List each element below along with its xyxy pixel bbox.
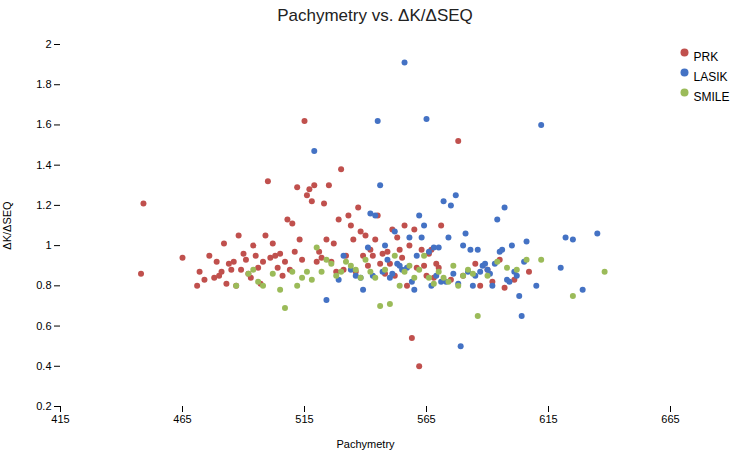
svg-text:0.2: 0.2	[36, 400, 51, 412]
svg-text:0.6: 0.6	[36, 320, 51, 332]
svg-text:0.8: 0.8	[36, 279, 51, 291]
svg-text:1.6: 1.6	[36, 118, 51, 130]
svg-text:565: 565	[417, 413, 435, 425]
svg-text:1.8: 1.8	[36, 78, 51, 90]
svg-text:1.2: 1.2	[36, 199, 51, 211]
svg-text:1: 1	[45, 239, 51, 251]
svg-text:2: 2	[45, 38, 51, 50]
svg-text:465: 465	[173, 413, 191, 425]
svg-text:0.4: 0.4	[36, 360, 51, 372]
svg-text:SMILE: SMILE	[694, 90, 730, 104]
svg-text:PRK: PRK	[694, 50, 719, 64]
html-text:Pachymetry vs. ΔK/ΔSEQ: Pachymetry vs. ΔK/ΔSEQ	[277, 6, 473, 25]
svg-text:1.4: 1.4	[36, 159, 51, 171]
svg-text:ΔK/ΔSEQ: ΔK/ΔSEQ	[1, 201, 13, 250]
svg-text:415: 415	[51, 413, 69, 425]
svg-text:LASIK: LASIK	[694, 70, 728, 84]
svg-text:515: 515	[295, 413, 313, 425]
svg-text:Pachymetry: Pachymetry	[336, 438, 395, 450]
svg-text:615: 615	[539, 413, 557, 425]
svg-text:665: 665	[661, 413, 679, 425]
